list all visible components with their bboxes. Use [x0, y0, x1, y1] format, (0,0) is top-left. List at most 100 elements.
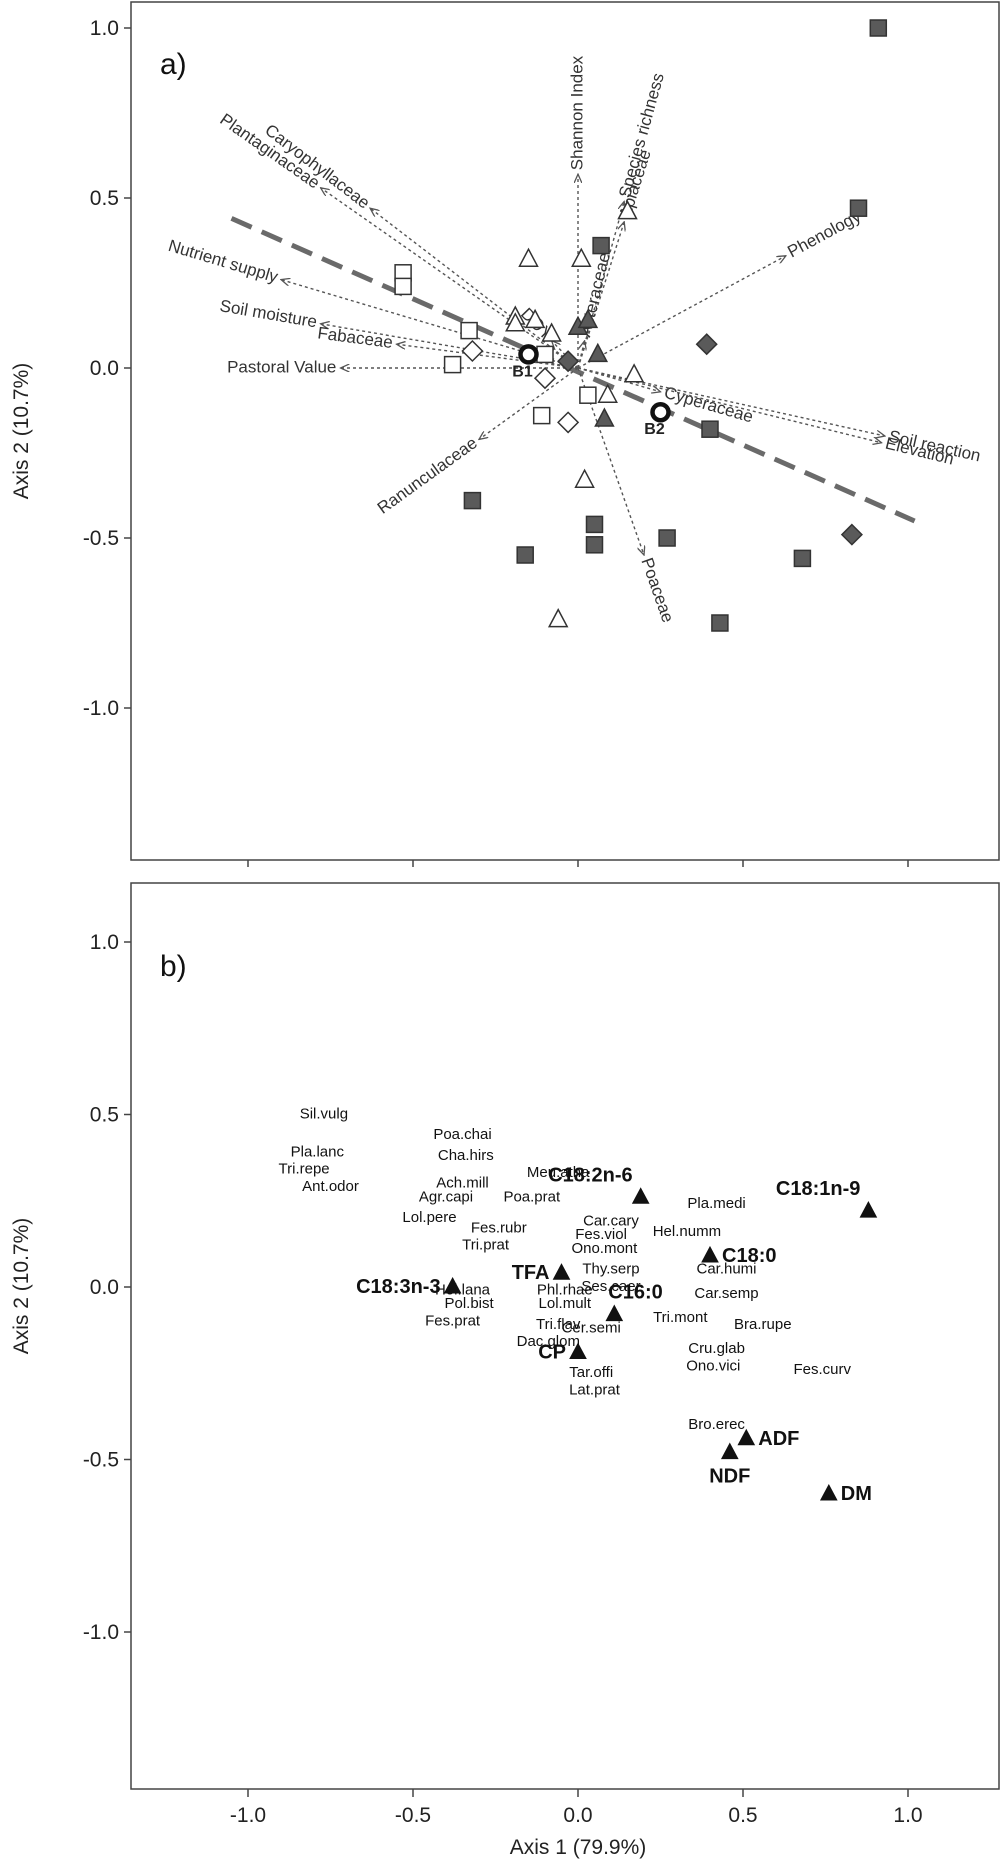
- feed-variable-marker: [819, 1483, 838, 1501]
- species-label: Pol.bist: [444, 1295, 494, 1312]
- panel-b-feed-variables: C18:2n-6 C18:1n-9 C18:0 TFA C18:3n-3 C16:0 CP A…: [356, 1164, 878, 1505]
- feed-variable-label: ADF: [758, 1428, 799, 1450]
- open-square-point: [460, 321, 478, 340]
- open-triangle-point: [597, 383, 618, 403]
- species-label: Fes.rubr: [471, 1219, 527, 1236]
- filled-triangle-point: [587, 342, 609, 363]
- open-square-point: [579, 386, 597, 404]
- filled-triangle-point: [577, 308, 599, 329]
- panel-a-ytick-label: 0.5: [90, 187, 119, 210]
- species-label: Thy.serp: [582, 1261, 639, 1278]
- filled-diamond-point: [557, 350, 580, 373]
- species-label: Tri.prat: [462, 1237, 510, 1254]
- centroid-b1: [518, 344, 539, 365]
- vector-label: Poaceae: [637, 555, 677, 625]
- species-label: Poa.chai: [433, 1126, 491, 1143]
- feed-variable-marker: [701, 1245, 719, 1263]
- vector-label: Fabaceae: [316, 323, 393, 352]
- vector-arrow: [577, 341, 585, 369]
- panel-b-xtick-label: 1.0: [893, 1804, 922, 1827]
- filled-square-point: [592, 236, 610, 255]
- species-label: Poa.prat: [503, 1188, 561, 1205]
- filled-square-point: [701, 420, 719, 438]
- vector-label: Pastoral Value: [227, 357, 336, 376]
- feed-variable-label: CP: [538, 1342, 566, 1364]
- filled-square-point: [585, 536, 604, 554]
- filled-square-point: [711, 614, 729, 632]
- panel-a-centroids: B1 B2: [512, 344, 671, 438]
- vector-arrow: [397, 344, 579, 369]
- species-label: Car.cary: [583, 1212, 639, 1229]
- vector-label: Soil moisture: [218, 296, 318, 331]
- vector-arrow: [321, 188, 579, 369]
- open-triangle-point: [505, 312, 526, 332]
- species-label: Bro.erec: [688, 1416, 745, 1433]
- species-label: Cer.semi: [562, 1319, 621, 1336]
- x-axis-label: Axis 1 (79.9%): [510, 1836, 647, 1859]
- species-label: Agr.capi: [419, 1188, 473, 1205]
- species-label: Car.humi: [696, 1261, 756, 1278]
- panel-b-ytick-label: -1.0: [83, 1621, 119, 1644]
- species-label: Fes.curv: [793, 1361, 851, 1378]
- feed-variable-marker: [631, 1187, 650, 1204]
- feed-variable-label: TFA: [512, 1262, 550, 1284]
- open-triangle-point: [574, 468, 595, 488]
- open-square-point: [443, 355, 462, 374]
- species-label: Lol.mult: [539, 1295, 592, 1312]
- open-square-point: [394, 277, 412, 296]
- species-label: Ono.mont: [571, 1240, 638, 1257]
- feed-variable-label: C18:2n-6: [548, 1164, 632, 1186]
- species-label: Ach.mill: [436, 1174, 489, 1191]
- vector-label: Shannon Index: [567, 55, 586, 170]
- filled-triangle-point: [594, 407, 615, 427]
- species-label: Fes.prat: [425, 1312, 481, 1329]
- species-label: Ant.odor: [302, 1178, 359, 1195]
- vector-label: Nutrient supply: [166, 236, 281, 287]
- panel-b-xtick-label: -1.0: [230, 1804, 266, 1827]
- species-label: Ono.vici: [686, 1357, 740, 1374]
- species-label: Tar.offi: [569, 1364, 613, 1381]
- feed-variable-marker: [720, 1442, 739, 1460]
- feed-variable-marker: [737, 1428, 756, 1446]
- panel-a-ytick-label: 0.0: [90, 357, 119, 380]
- panel-b-label: b): [160, 950, 187, 983]
- species-label: Pla.lanc: [291, 1143, 345, 1160]
- species-label: Phl.rhae: [537, 1281, 593, 1298]
- feed-variable-label: C18:0: [722, 1245, 776, 1267]
- species-label: Sil.vulg: [300, 1105, 348, 1122]
- open-square-point: [536, 345, 554, 364]
- filled-square-point: [793, 549, 812, 568]
- panel-a-label: a): [160, 48, 187, 81]
- feed-variable-label: NDF: [709, 1466, 750, 1488]
- species-label: Lol.pere: [402, 1209, 456, 1226]
- feed-variable-label: DM: [841, 1483, 872, 1505]
- panel-b-ylabel: Axis 2 (10.7%): [10, 1218, 33, 1355]
- species-label: Cha.hirs: [438, 1147, 494, 1164]
- feed-variable-marker: [859, 1201, 878, 1218]
- vector-arrow: [479, 367, 579, 439]
- open-triangle-point: [571, 247, 592, 267]
- filled-square-point: [463, 491, 482, 510]
- species-label: Meu.atha: [527, 1164, 590, 1181]
- panel-a-ytick-label: -1.0: [83, 697, 119, 720]
- open-diamond-point: [461, 339, 484, 363]
- panel-b-x-axis: -1.0 -0.5 0.0 0.5 1.0: [230, 860, 923, 1827]
- feed-variable-label: C18:3n-3: [356, 1276, 440, 1298]
- species-label: Dac.glom: [517, 1333, 580, 1350]
- species-label: Bra.rupe: [734, 1316, 792, 1333]
- species-label: Tri.mont: [653, 1309, 708, 1326]
- panel-b-ytick-label: 0.5: [90, 1104, 119, 1127]
- panel-a-ytick-label: -0.5: [83, 527, 119, 550]
- panel-a-frame: [130, 1, 1000, 861]
- open-triangle-point: [617, 199, 638, 220]
- species-label: Cru.glab: [688, 1340, 745, 1357]
- species-label: Pla.medi: [687, 1195, 745, 1212]
- vector-arrow: [281, 280, 579, 369]
- filled-diamond-point: [840, 523, 863, 546]
- panel-b-ytick-label: 0.0: [90, 1276, 119, 1299]
- open-triangle-point: [518, 247, 539, 267]
- open-triangle-point: [623, 363, 645, 383]
- panel-a-ylabel: Axis 2 (10.7%): [10, 363, 33, 500]
- filled-square-point: [516, 546, 534, 564]
